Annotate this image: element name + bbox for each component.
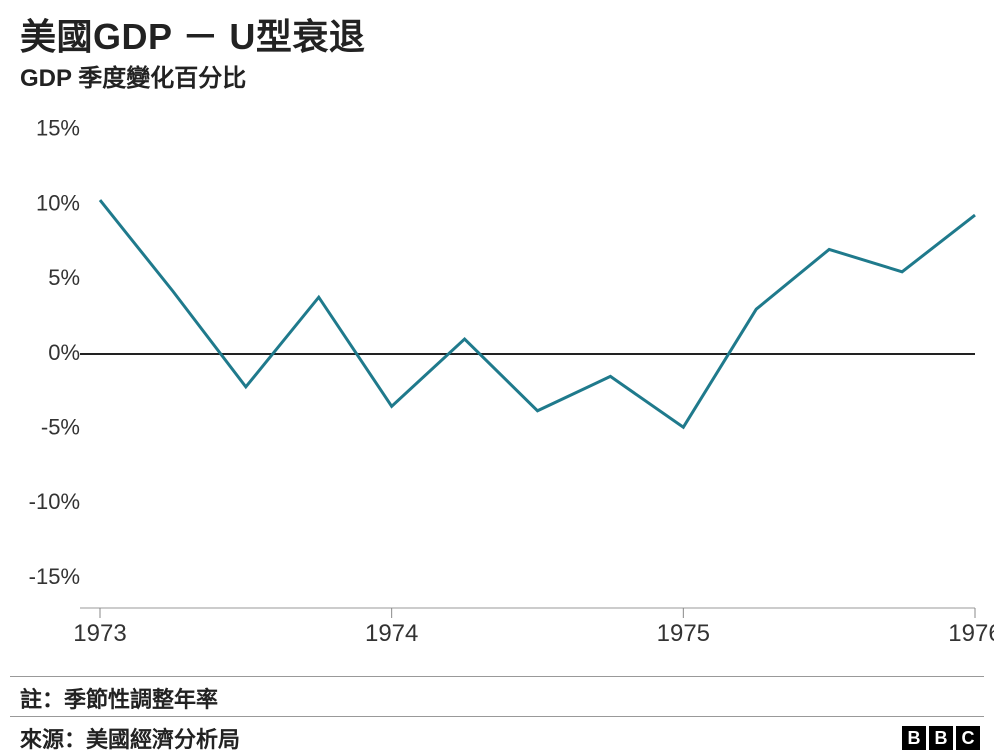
footnote-block: 註：季節性調整年率 來源：美國經濟分析局 B B C — [10, 676, 984, 754]
line-chart-svg: -15% -10% -5% 0% 5% 10% 15% 1973 1974 1975 1976 — [0, 100, 994, 670]
chart-subtitle: GDP 季度變化百分比 — [20, 58, 246, 93]
bbc-logo-b2: B — [929, 726, 953, 750]
x-tick-label: 1973 — [73, 620, 126, 647]
chart-container: 美國GDP － U型衰退 GDP 季度變化百分比 -15% -10% -5% 0% 5%… — [0, 0, 994, 754]
bbc-logo-c: C — [956, 726, 980, 750]
y-tick-label: 10% — [36, 190, 80, 215]
y-tick-label: -10% — [29, 489, 80, 514]
bbc-logo-b1: B — [902, 726, 926, 750]
gdp-line-series — [100, 200, 975, 427]
x-tick-label: 1976 — [948, 620, 994, 647]
chart-title: 美國GDP － U型衰退 — [20, 8, 365, 60]
y-tick-label: 15% — [36, 116, 80, 141]
x-tick-label: 1975 — [657, 620, 710, 647]
y-tick-label: -5% — [41, 415, 80, 440]
x-tick-label: 1974 — [365, 620, 418, 647]
footnote-source: 來源：美國經濟分析局 — [20, 722, 240, 754]
y-tick-label: -15% — [29, 564, 80, 589]
chart-area: -15% -10% -5% 0% 5% 10% 15% 1973 1974 1975 1976 — [0, 100, 994, 670]
y-tick-label: 5% — [48, 265, 80, 290]
footnote-divider-1 — [10, 676, 984, 677]
y-tick-label: 0% — [48, 340, 80, 365]
bbc-logo: B B C — [902, 726, 980, 750]
footnote-note: 註：季節性調整年率 — [20, 682, 218, 714]
footnote-divider-2 — [10, 716, 984, 717]
